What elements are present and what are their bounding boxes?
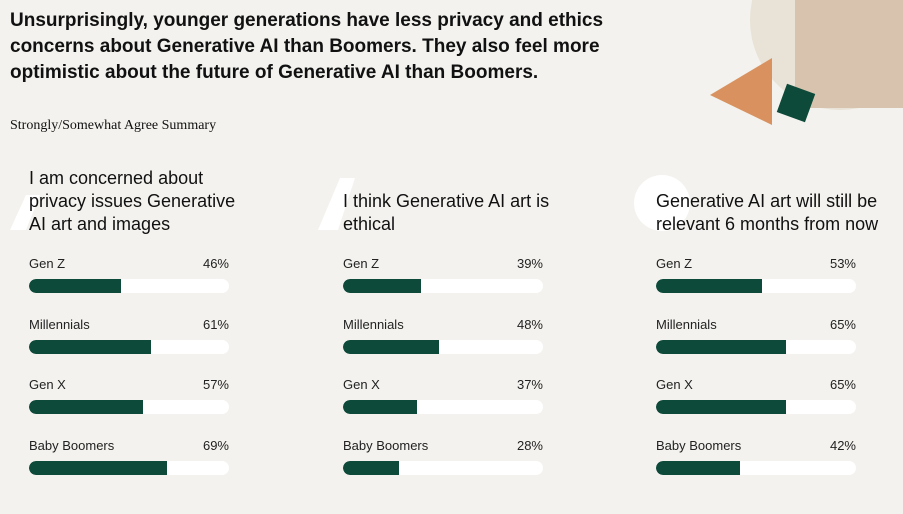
bar-track (656, 461, 856, 475)
bar-track (656, 340, 856, 354)
bar-track (29, 400, 229, 414)
category-label: Gen Z (656, 256, 693, 271)
headline: Unsurprisingly, younger generations have… (10, 10, 604, 83)
value-label: 65% (829, 317, 856, 332)
bar (343, 400, 417, 414)
bar-track (29, 340, 229, 354)
value-label: 57% (202, 377, 229, 392)
value-label: 65% (829, 377, 856, 392)
value-label: 37% (516, 377, 543, 392)
panel-title: Generative AI art will still be relevant… (656, 191, 879, 234)
bar (656, 461, 740, 475)
bar-track (656, 279, 856, 293)
category-label: Baby Boomers (343, 438, 429, 453)
value-label: 48% (516, 317, 543, 332)
value-label: 42% (829, 438, 856, 453)
bar (656, 400, 786, 414)
category-label: Millennials (656, 317, 717, 332)
bar-track (343, 279, 543, 293)
bar-track (343, 461, 543, 475)
bar (343, 461, 399, 475)
bar (343, 279, 421, 293)
bar (29, 340, 151, 354)
bar-track (29, 461, 229, 475)
value-label: 28% (516, 438, 543, 453)
panel-title: I am concerned about privacy issues Gene… (29, 168, 236, 234)
subtitle: Strongly/Somewhat Agree Summary (10, 118, 217, 133)
value-label: 69% (202, 438, 229, 453)
bar (656, 279, 762, 293)
category-label: Millennials (29, 317, 90, 332)
value-label: 39% (516, 256, 543, 271)
category-label: Gen X (656, 377, 693, 392)
category-label: Baby Boomers (29, 438, 115, 453)
bar (29, 461, 167, 475)
category-label: Gen Z (343, 256, 380, 271)
category-label: Gen X (343, 377, 380, 392)
bar (29, 279, 121, 293)
bar (29, 400, 143, 414)
bar-track (343, 340, 543, 354)
value-label: 53% (829, 256, 856, 271)
category-label: Millennials (343, 317, 404, 332)
bar (656, 340, 786, 354)
category-label: Baby Boomers (656, 438, 742, 453)
bar-track (656, 400, 856, 414)
panel-title: I think Generative AI art is ethical (343, 191, 550, 234)
value-label: 46% (202, 256, 229, 271)
bar-track (343, 400, 543, 414)
bar-track (29, 279, 229, 293)
category-label: Gen X (29, 377, 66, 392)
bar (343, 340, 439, 354)
category-label: Gen Z (29, 256, 66, 271)
value-label: 61% (202, 317, 229, 332)
